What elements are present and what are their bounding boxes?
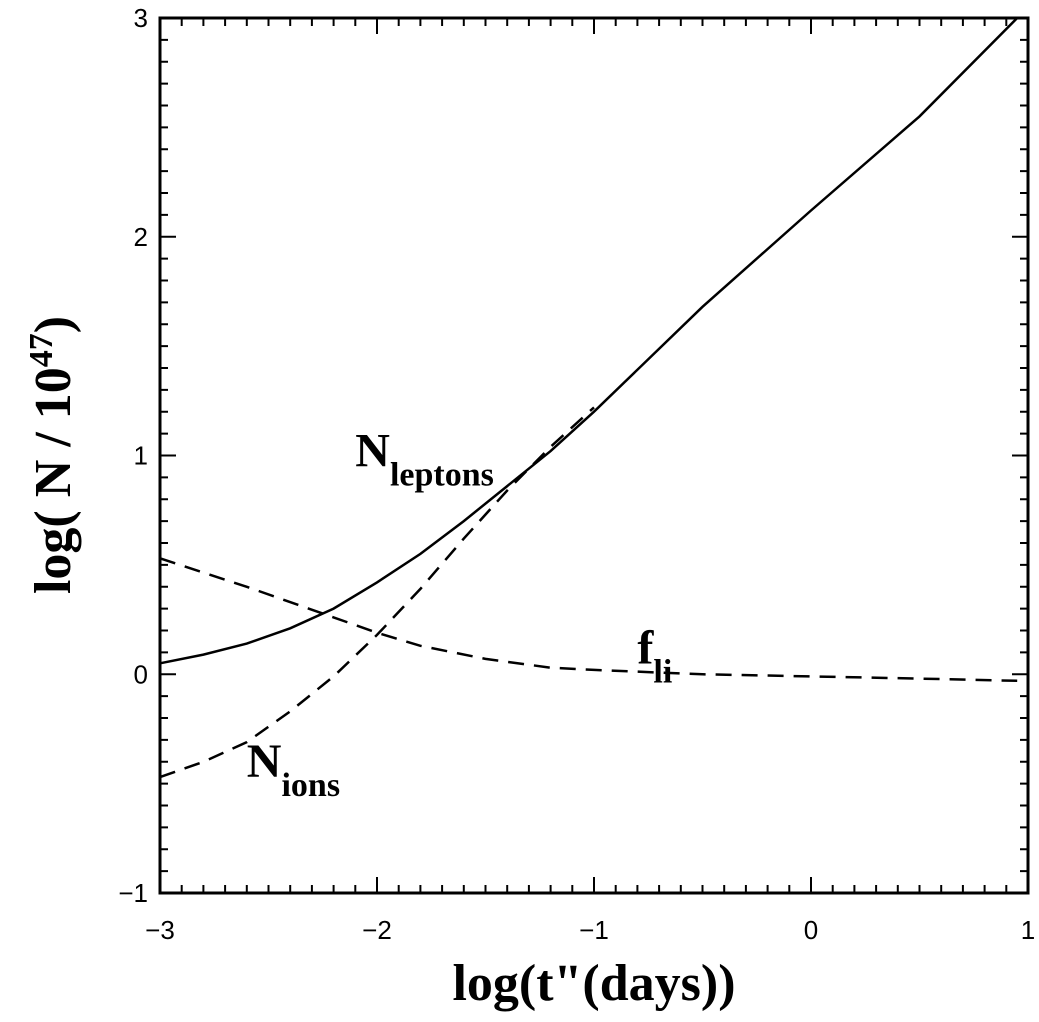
x-tick-labels: −3 −2 −1 0 1 xyxy=(145,915,1035,945)
x-tick-label: −3 xyxy=(145,915,175,945)
x-axis-title: log(t"(days)) xyxy=(452,955,735,1012)
series-lines xyxy=(159,17,1019,779)
tick-marks xyxy=(159,17,1029,894)
annotation-sub: li xyxy=(653,653,672,690)
y-axis-title-sup: 47 xyxy=(23,333,60,367)
y-tick-label: 0 xyxy=(134,659,148,689)
annotation-li: fli xyxy=(637,621,672,690)
series-n-ions xyxy=(159,406,595,779)
y-tick-label: −1 xyxy=(118,878,148,908)
x-tick-label: −1 xyxy=(579,915,609,945)
x-tick-label: −2 xyxy=(362,915,392,945)
annotation-sub: ions xyxy=(281,767,340,804)
annotation-ions: Nions xyxy=(247,735,340,804)
x-tick-label: 0 xyxy=(804,915,818,945)
y-tick-label: 1 xyxy=(134,441,148,471)
annotation-main: N xyxy=(355,424,390,477)
y-tick-label: 2 xyxy=(134,222,148,252)
annotation-leptons: Nleptons xyxy=(355,424,494,493)
y-axis-title-post: ) xyxy=(25,316,82,333)
plot-frame xyxy=(158,16,1030,895)
y-tick-label: 3 xyxy=(134,3,148,33)
series-n-leptons xyxy=(159,17,1019,665)
annotation-main: N xyxy=(247,735,282,788)
y-axis-title-group: log( N / 1047) xyxy=(23,316,83,594)
y-axis-title-pre: log( N / 10 xyxy=(25,367,82,594)
y-tick-labels: −1 0 1 2 3 xyxy=(118,3,148,908)
series-f-li xyxy=(159,557,1018,683)
x-tick-label: 1 xyxy=(1021,915,1035,945)
annotation-main: f xyxy=(637,621,654,674)
annotation-sub: leptons xyxy=(390,456,494,493)
y-axis-title: log( N / 1047) xyxy=(23,316,83,594)
